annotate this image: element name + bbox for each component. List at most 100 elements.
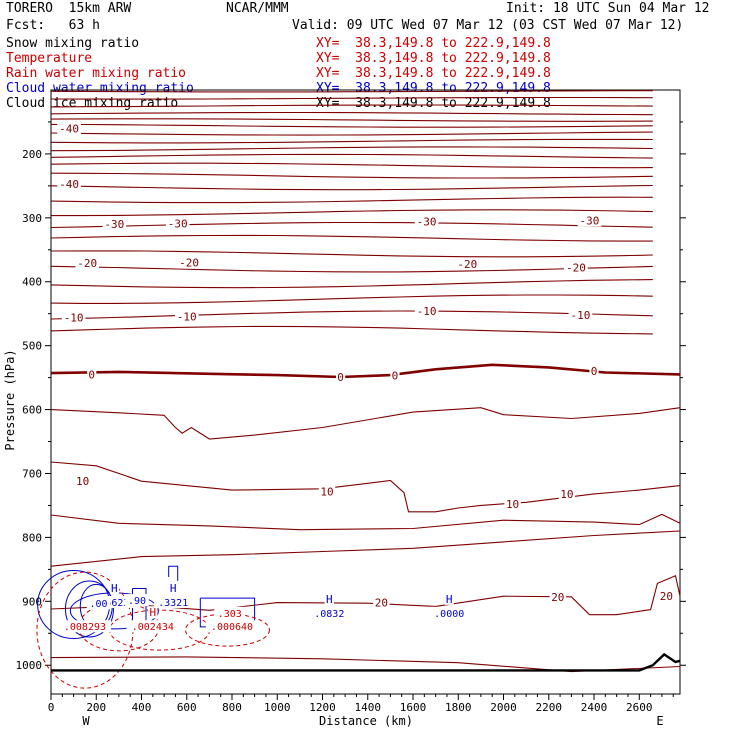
cloud-water-max-value: .3321 [158,598,188,609]
y-tick-label: 600 [22,404,42,417]
label-background [324,592,334,605]
y-tick-label: 800 [22,531,42,544]
field-xy: XY= 38.3,149.8 to 222.9,149.8 [316,51,551,66]
isotherm-label: 0 [591,365,598,378]
contour-value-label: .303 [218,609,242,620]
isotherm-line [50,131,653,136]
label-background [564,261,588,274]
label-background [126,620,180,633]
y-tick-label: 900 [22,595,42,608]
isotherm-label: -20 [179,257,199,270]
field-xy: XY= 38.3,149.8 to 222.9,149.8 [316,96,551,111]
isotherm-label: -20 [566,262,586,275]
isotherm-label: -40 [59,122,79,135]
contour-value-label: .90 [128,596,146,607]
x-tick-label: 2600 [626,701,653,714]
cloud-water-max-value: .0000 [434,609,464,620]
isotherm-line [50,146,653,152]
label-background [430,606,469,619]
label-background [165,217,190,230]
isotherm-line [50,325,653,335]
label-background [57,122,81,135]
x-tick-label: 800 [222,701,242,714]
field-xy: XY= 38.3,149.8 to 222.9,149.8 [316,36,551,51]
x-tick-label: 1000 [264,701,291,714]
y-tick-label: 300 [22,212,42,225]
isotherm-line [50,513,681,531]
field-name: Snow mixing ratio [6,36,140,51]
isotherm-label: -30 [168,218,188,231]
terrain [51,652,681,672]
isotherm-line [50,90,653,93]
contour-labels: -40 -40 -30 -30 -30 -30 -20 -20 -20 -20 -10 -10 -10 -… [57,122,675,633]
label-background [444,592,454,605]
x-tick-label: 400 [132,701,152,714]
cloud-water-max-marker: H [170,582,177,595]
isotherm-label: 10 [320,485,333,498]
isotherm-label: 10 [560,488,573,501]
isotherm-label: 0 [392,370,399,383]
x-tick-label: 1600 [400,701,427,714]
isotherm-label: -30 [104,218,124,231]
isotherm-label: -10 [417,305,437,318]
rain-max-value: .002434 [132,622,174,633]
isotherm-line [51,209,653,217]
isotherm-line [50,138,653,144]
valid-time: Valid: 09 UTC Wed 07 Mar 12 (03 CST Wed … [292,18,684,33]
west-label: W [82,714,90,728]
isotherm-line [50,221,653,229]
temperature-contours [50,90,681,673]
label-background [318,485,336,498]
cloud-water-contour [168,565,179,581]
label-background [109,581,119,594]
isotherm-line [50,153,653,159]
x-tick-label: 200 [86,701,106,714]
model-label: TORERO 15km ARW [6,1,132,16]
isotherm-line [50,162,653,169]
label-background [558,487,576,500]
x-axis-label: Distance (km) [319,714,413,728]
label-background [549,590,567,603]
label-background [125,594,149,607]
y-axis-label: Pressure (hPa) [3,349,17,450]
isotherm-line [50,123,653,128]
field-name: Rain water mixing ratio [6,66,187,81]
label-background [336,370,346,383]
label-background [205,620,259,633]
label-background [658,590,675,603]
label-background [577,214,602,227]
isotherm-line [50,407,681,440]
center-label: NCAR/MMM [226,1,289,16]
label-background [86,597,111,610]
isotherm-line [50,279,653,289]
cloud-water-max-marker: H [326,593,333,606]
isotherm-line [50,250,653,258]
cloud-water-max-marker: H [446,593,453,606]
rain-max-value: .000640 [211,622,253,633]
label-background [74,475,91,488]
isotherm-line [50,104,653,108]
isotherm-label: 20 [375,597,388,610]
isotherm-line [50,184,653,191]
rain-max-value: .008293 [64,622,106,633]
isotherm-label: 20 [660,590,673,603]
field-xy: XY= 38.3,149.8 to 222.9,149.8 [316,81,551,96]
x-tick-label: 600 [177,701,197,714]
label-background [102,218,127,231]
contour-value-label: .00 [89,599,107,610]
x-tick-label: 1800 [445,701,472,714]
y-tick-label: 400 [22,276,42,289]
y-tick-label: 500 [22,340,42,353]
x-tick-label: 0 [48,701,55,714]
label-background [87,368,97,381]
label-background [414,215,439,228]
label-background [57,177,81,190]
label-background [390,369,400,382]
label-background [75,257,100,270]
x-tick-label: 1400 [355,701,382,714]
isotherm-line [50,96,653,100]
x-tick-label: 1200 [309,701,336,714]
cloud-water-contour [64,580,114,638]
isotherm-line [50,294,653,304]
